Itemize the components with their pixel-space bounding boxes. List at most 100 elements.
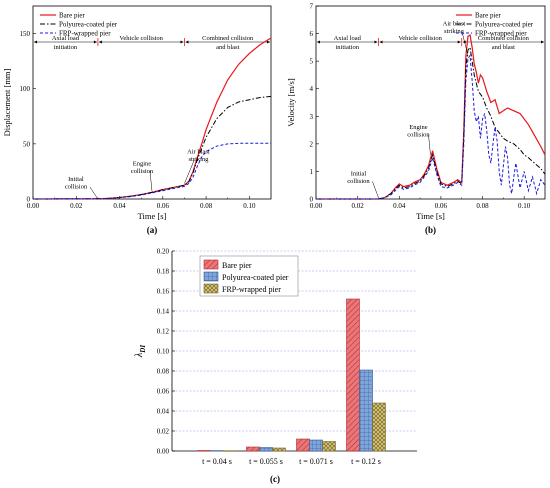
plot-frame <box>32 5 272 200</box>
phase-arrowhead <box>98 40 102 44</box>
phase-arrowhead <box>93 40 97 44</box>
x-tick-label: 0.02 <box>70 202 83 210</box>
displacement-chart: Axial load initiation Vehicle collision Com… <box>2 5 272 235</box>
x-axis-label: Time [s] <box>416 211 445 221</box>
legend-label-2: Polyurea-coated pier <box>59 21 118 29</box>
legend-label-1: Bare pier <box>59 12 86 20</box>
x-tick-label: 0.06 <box>435 202 448 210</box>
phase-arrowhead <box>267 40 270 44</box>
bar-3 <box>322 441 336 452</box>
bar-1 <box>346 298 360 452</box>
phase-arrowhead <box>457 40 461 44</box>
x-tick-label: t = 0.071 s <box>299 457 333 466</box>
y-tick-label: 7 <box>310 3 314 11</box>
y-tick-label: 6 <box>310 30 314 38</box>
panel-label: (c) <box>270 474 280 484</box>
y-tick-label: 0.10 <box>157 348 170 356</box>
x-tick-label: 0.02 <box>352 202 365 210</box>
x-tick-label: 0.08 <box>476 202 489 210</box>
legend-label-1: Bare pier <box>222 261 252 270</box>
y-tick-label: 2 <box>310 140 314 148</box>
phase-arrowhead <box>374 40 378 44</box>
phase-label: Axial load <box>334 35 362 42</box>
phase-label: initiation <box>335 44 359 51</box>
x-tick-label: t = 0.055 s <box>249 457 283 466</box>
bar-3 <box>223 450 237 452</box>
phase-arrowhead <box>180 40 184 44</box>
annotation-label: Air blast striking <box>187 149 210 164</box>
phase-label: Vehicle collision <box>398 35 442 42</box>
legend-label-1: Bare pier <box>475 12 502 20</box>
phase-arrowhead <box>379 40 383 44</box>
phase-label: Vehicle collision <box>119 35 163 42</box>
y-tick-label: 4 <box>310 85 314 93</box>
y-tick-label: 5 <box>310 58 314 66</box>
annotation-leader <box>89 186 99 200</box>
legend-swatch-2 <box>203 271 219 282</box>
annotation-leader <box>428 134 431 155</box>
series-line-3 <box>32 142 271 200</box>
bar-3 <box>372 402 386 452</box>
annotation-label: Initial collision <box>65 176 88 191</box>
legend-label-2: Polyurea-coated pier <box>222 273 289 282</box>
legend-label-3: FRP-wrapped pier <box>475 30 527 38</box>
bar-1 <box>246 446 260 452</box>
x-tick-label: t = 0.12 s <box>351 457 381 466</box>
plot-frame <box>315 5 546 200</box>
y-tick-label: 0.16 <box>157 288 170 296</box>
series-line-2 <box>32 95 272 200</box>
legend-label-3: FRP-wrapped pier <box>222 285 281 294</box>
series-line-2 <box>316 46 546 200</box>
y-axis-label: Displacement [mm] <box>2 68 12 136</box>
y-tick-label: 150 <box>20 30 31 38</box>
y-tick-label: 0.04 <box>157 408 170 416</box>
y-axis-label: λDI <box>134 345 147 358</box>
y-tick-label: 0.12 <box>157 328 170 336</box>
series-line-3 <box>316 54 546 200</box>
series-line-1 <box>32 37 272 200</box>
bar-2 <box>259 447 273 452</box>
annotation-leader <box>149 171 153 192</box>
annotation-label: Initial collision <box>347 171 370 186</box>
y-tick-label: 100 <box>20 85 31 93</box>
panel-label: (b) <box>425 225 436 235</box>
phase-arrowhead <box>34 40 37 44</box>
y-tick-label: 0.08 <box>157 368 170 376</box>
series-line-1 <box>316 33 546 200</box>
legend-label-3: FRP-wrapped pier <box>59 30 111 38</box>
damage-index-bar-chart: 0.00 0.02 0.04 0.06 0.08 0.10 0.12 0.14 0.16 0.18… <box>134 248 417 484</box>
y-tick-label: 0 <box>310 196 314 204</box>
x-tick-label: 0.00 <box>27 202 40 210</box>
bar-2 <box>210 450 224 452</box>
annotation-leader <box>184 159 195 184</box>
legend-swatch-1 <box>203 259 219 270</box>
x-tick-label: t = 0.04 s <box>202 457 232 466</box>
y-tick-label: 0.20 <box>157 248 170 256</box>
annotation-label: Air blast striking <box>443 21 466 36</box>
y-tick-label: 0.06 <box>157 388 170 396</box>
y-axis-label: Velocity [m/s] <box>286 78 296 127</box>
legend-swatch-3 <box>203 283 219 294</box>
phase-label: initiation <box>54 44 78 51</box>
phase-label: Axial load <box>52 35 80 42</box>
y-tick-label: 0 <box>27 196 31 204</box>
bar-2 <box>359 369 373 452</box>
phase-label: and blast <box>216 44 239 51</box>
phase-label: Combined collision <box>202 35 254 42</box>
x-tick-label: 0.04 <box>393 202 406 210</box>
legend-label-2: Polyurea-coated pier <box>475 21 534 29</box>
bar-3 <box>272 447 286 452</box>
phase-arrowhead <box>541 40 544 44</box>
annotation-leader <box>461 31 469 56</box>
annotation-label: Engine collision <box>407 124 430 139</box>
y-tick-label: 3 <box>310 113 314 121</box>
bar-1 <box>197 450 211 452</box>
x-tick-label: 0.10 <box>518 202 531 210</box>
y-tick-label: 50 <box>23 140 31 148</box>
phase-arrowhead <box>317 40 320 44</box>
y-tick-label: 0.14 <box>157 308 170 316</box>
y-tick-label: 1 <box>310 168 314 176</box>
y-tick-label: 0.00 <box>157 448 170 456</box>
bar-2 <box>309 439 323 452</box>
